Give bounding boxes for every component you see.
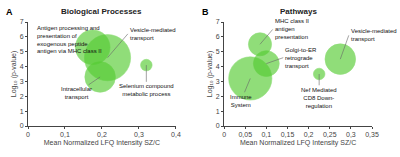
svg-text:0,15: 0,15 [281, 131, 295, 138]
svg-text:7: 7 [20, 18, 24, 25]
svg-text:3: 3 [20, 78, 24, 85]
svg-text:Mean Normalized LFQ Intensity: Mean Normalized LFQ Intensity SZ/C [44, 139, 160, 147]
svg-text:6: 6 [216, 33, 220, 40]
svg-text:0,2: 0,2 [97, 131, 107, 138]
svg-text:0,25: 0,25 [323, 131, 337, 138]
svg-text:Biological Processes: Biological Processes [61, 7, 142, 16]
svg-text:MHC class IIantigenpresentatio: MHC class IIantigenpresentation [275, 18, 309, 40]
svg-text:0,4: 0,4 [171, 131, 181, 138]
svg-text:2: 2 [20, 93, 24, 100]
svg-text:0,35: 0,35 [365, 131, 379, 138]
svg-text:Intracellulartransport: Intracellulartransport [61, 86, 92, 100]
svg-text:0,1: 0,1 [60, 131, 70, 138]
svg-text:ImmuneSystem: ImmuneSystem [230, 94, 252, 108]
svg-text:Nef MediatedCD8 Down-regulatio: Nef MediatedCD8 Down-regulation [301, 87, 337, 109]
svg-text:0: 0 [20, 122, 24, 129]
svg-text:6: 6 [20, 33, 24, 40]
svg-text:0: 0 [216, 122, 220, 129]
svg-text:Selenium compoundmetabolic pro: Selenium compoundmetabolic process [119, 83, 174, 97]
svg-text:0: 0 [222, 131, 226, 138]
svg-text:0,3: 0,3 [346, 131, 356, 138]
svg-text:Log₁₀ (p-value): Log₁₀ (p-value) [206, 51, 214, 98]
svg-text:0: 0 [26, 131, 30, 138]
svg-text:4: 4 [20, 63, 24, 70]
svg-text:5: 5 [216, 48, 220, 55]
svg-text:0,1: 0,1 [261, 131, 271, 138]
svg-text:7: 7 [216, 18, 220, 25]
svg-text:2: 2 [216, 93, 220, 100]
svg-text:Mean Normalized LFQ Intensity: Mean Normalized LFQ Intensity SZ/C [240, 139, 356, 147]
svg-text:0,05: 0,05 [238, 131, 252, 138]
svg-text:Golgi-to-ERretrogradetransport: Golgi-to-ERretrogradetransport [285, 47, 317, 69]
svg-text:4: 4 [216, 63, 220, 70]
svg-text:Pathways: Pathways [280, 7, 317, 16]
svg-text:0,2: 0,2 [304, 131, 314, 138]
svg-text:5: 5 [20, 48, 24, 55]
svg-text:A: A [6, 7, 13, 17]
svg-text:Log₁₀ (p-value): Log₁₀ (p-value) [10, 51, 18, 98]
svg-text:Vesicle-mediatedtransport: Vesicle-mediatedtransport [130, 27, 176, 41]
svg-text:Antigen processing andpresenta: Antigen processing andpresentation ofexo… [37, 25, 102, 54]
svg-text:1: 1 [216, 108, 220, 115]
svg-text:1: 1 [20, 108, 24, 115]
svg-text:0,3: 0,3 [134, 131, 144, 138]
svg-text:Vesicle-mediatedtransport: Vesicle-mediatedtransport [351, 28, 397, 42]
svg-text:3: 3 [216, 78, 220, 85]
svg-text:B: B [202, 7, 209, 17]
